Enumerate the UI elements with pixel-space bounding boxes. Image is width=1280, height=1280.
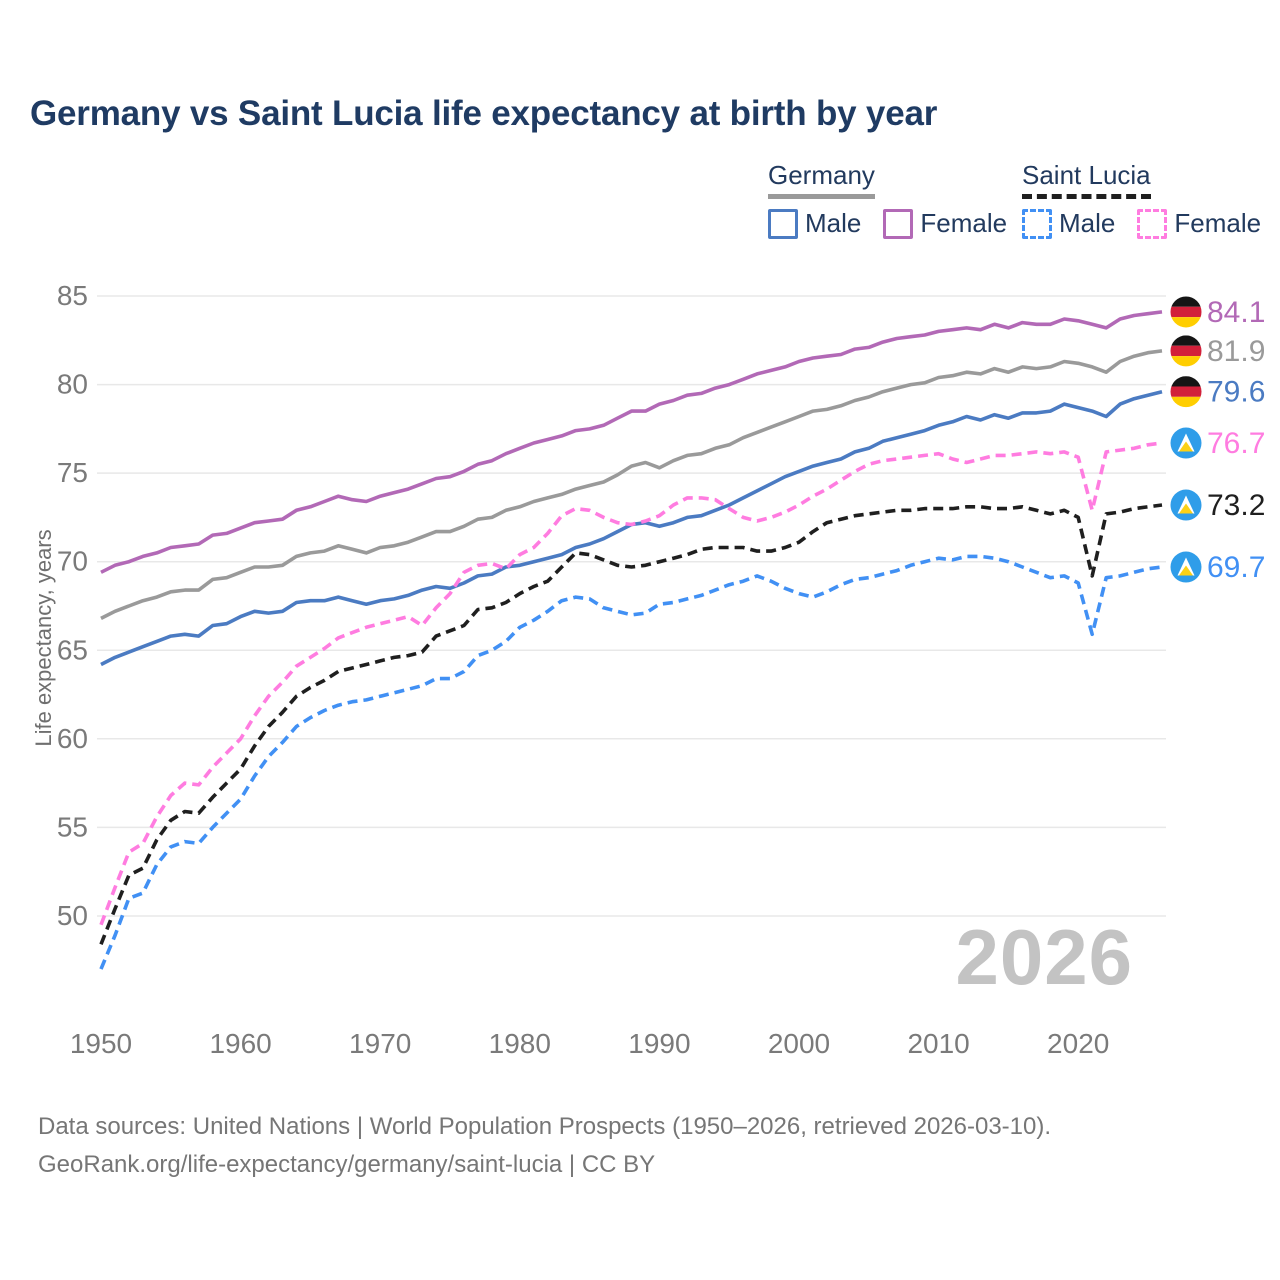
y-tick-label: 60	[57, 723, 88, 754]
legend-label-saint-lucia-female: Female	[1174, 208, 1262, 238]
end-value-text-germany-female: 84.1	[1207, 296, 1265, 329]
series-line-saint-lucia-male	[99, 554, 1163, 970]
legend-header-saint-lucia: Saint Lucia	[1022, 160, 1151, 199]
series-line-saint-lucia-both-sexes	[99, 503, 1163, 945]
y-tick-label: 50	[57, 900, 88, 931]
series-line-germany-female	[100, 310, 1163, 574]
x-tick-label: 1990	[628, 1028, 690, 1059]
germany-flag-icon	[1170, 376, 1202, 408]
footer: Data sources: United Nations | World Pop…	[38, 1108, 1051, 1184]
y-tick-label: 85	[57, 280, 88, 311]
x-tick-label: 2010	[907, 1028, 969, 1059]
end-value-label-saint-lucia-both-sexes: 73.2	[1207, 489, 1265, 522]
legend-swatch-saint-lucia-female-icon	[1137, 208, 1168, 239]
chart-title: Germany vs Saint Lucia life expectancy a…	[30, 94, 938, 133]
end-value-label-germany-female: 84.1	[1207, 296, 1265, 329]
x-tick-label: 1980	[489, 1028, 551, 1059]
x-tick-label: 2000	[768, 1028, 830, 1059]
y-tick-label: 75	[57, 457, 88, 488]
legend-header-germany: Germany	[768, 160, 875, 199]
end-value-label-germany-male: 79.6	[1207, 376, 1265, 409]
end-value-label-germany-both-sexes: 81.9	[1207, 335, 1265, 368]
saint-lucia-flag-icon	[1170, 489, 1202, 521]
end-value-label-saint-lucia-female: 76.7	[1207, 427, 1265, 460]
end-value-text-saint-lucia-male: 69.7	[1207, 551, 1265, 584]
germany-flag-icon	[1170, 335, 1202, 367]
saint-lucia-flag-icon	[1170, 551, 1202, 583]
legend-label-germany-female: Female	[920, 208, 1008, 238]
series-line-germany-both-sexes	[100, 349, 1163, 621]
end-value-text-saint-lucia-both-sexes: 73.2	[1207, 489, 1265, 522]
saint-lucia-flag-icon	[1170, 427, 1202, 459]
legend-label-germany-male: Male	[805, 208, 862, 238]
watermark-year: 2026	[955, 913, 1133, 1001]
end-value-text-germany-both-sexes: 81.9	[1207, 335, 1265, 368]
gridlines: 50 55 60 65 70 75 80 85	[57, 280, 1166, 931]
x-tick-label: 1950	[70, 1028, 132, 1059]
x-tick-label: 1960	[209, 1028, 271, 1059]
y-tick-label: 55	[57, 811, 88, 842]
series-line-saint-lucia-female	[99, 441, 1163, 926]
legend-label-saint-lucia-male: Male	[1059, 208, 1116, 238]
footer-data-sources: Data sources: United Nations | World Pop…	[38, 1113, 1052, 1140]
y-tick-label: 80	[57, 369, 88, 400]
footer-attribution: GeoRank.org/life-expectancy/germany/sain…	[38, 1151, 656, 1178]
legend-group-saint-lucia: Saint Lucia Male Female	[1022, 160, 1280, 239]
series-line-germany-male	[100, 389, 1163, 667]
x-tick-label: 1970	[349, 1028, 411, 1059]
legend-swatch-saint-lucia-male-icon	[1022, 208, 1052, 239]
end-value-label-saint-lucia-male: 69.7	[1207, 551, 1265, 584]
germany-flag-icon	[1170, 296, 1202, 328]
legend-swatch-germany-female-icon	[883, 208, 914, 239]
end-value-text-germany-male: 79.6	[1207, 376, 1265, 409]
y-tick-label: 65	[57, 634, 88, 665]
y-tick-label: 70	[57, 546, 88, 577]
end-value-text-saint-lucia-female: 76.7	[1207, 427, 1265, 460]
legend-swatch-germany-male-icon	[768, 208, 798, 239]
legend-group-germany: Germany Male Female	[768, 160, 1029, 239]
x-tick-label: 2020	[1047, 1028, 1109, 1059]
